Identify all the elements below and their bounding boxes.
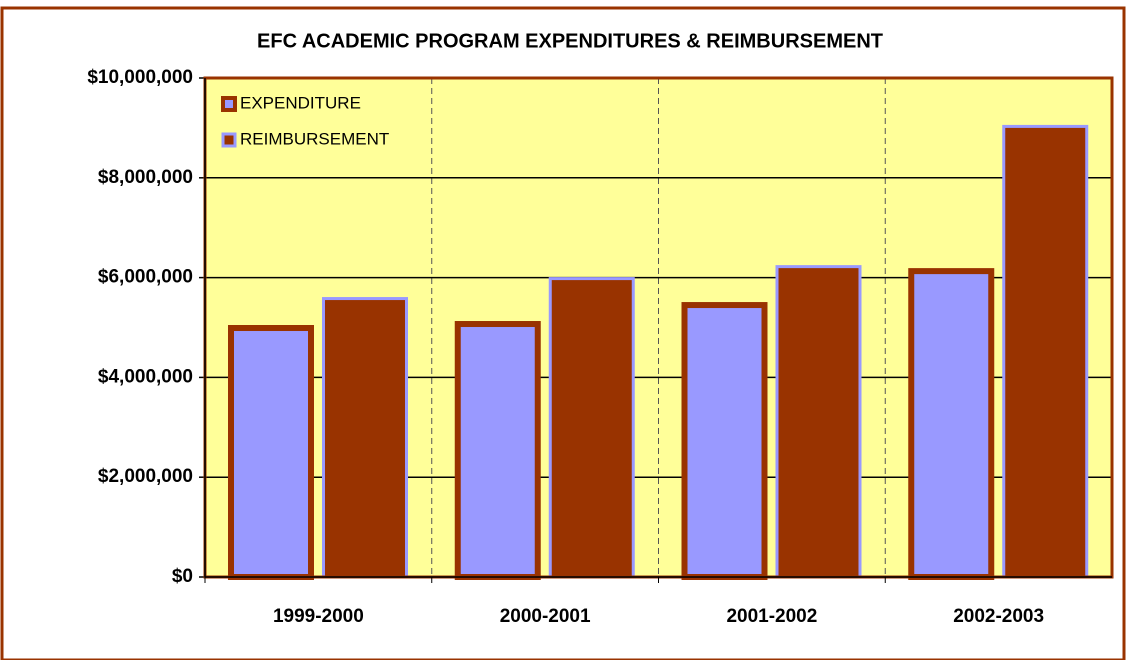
- x-tick-label: 2002-2003: [953, 606, 1044, 627]
- bar: [775, 265, 862, 579]
- y-tick-label: $8,000,000: [98, 167, 193, 188]
- y-tick-label: $0: [172, 566, 193, 587]
- bar: [548, 277, 635, 579]
- y-tick-label: $10,000,000: [87, 67, 193, 88]
- y-tick-label: $4,000,000: [98, 366, 193, 387]
- chart-title: EFC ACADEMIC PROGRAM EXPENDITURES & REIM…: [257, 30, 883, 52]
- x-tick-label: 1999-2000: [273, 606, 364, 627]
- legend-swatch: [221, 96, 237, 112]
- bar: [908, 268, 995, 580]
- bar: [322, 297, 408, 579]
- bar: [228, 325, 314, 580]
- y-tick-label: $6,000,000: [98, 267, 193, 288]
- legend-swatch: [221, 132, 237, 148]
- legend-label: EXPENDITURE: [240, 93, 361, 112]
- bar: [1002, 124, 1089, 579]
- y-tick-label: $2,000,000: [98, 466, 193, 487]
- x-tick-label: 2000-2001: [500, 606, 591, 627]
- x-tick-label: 2001-2002: [726, 606, 817, 627]
- bar: [454, 321, 541, 580]
- bar: [681, 302, 768, 580]
- legend-label: REIMBURSEMENT: [240, 129, 389, 148]
